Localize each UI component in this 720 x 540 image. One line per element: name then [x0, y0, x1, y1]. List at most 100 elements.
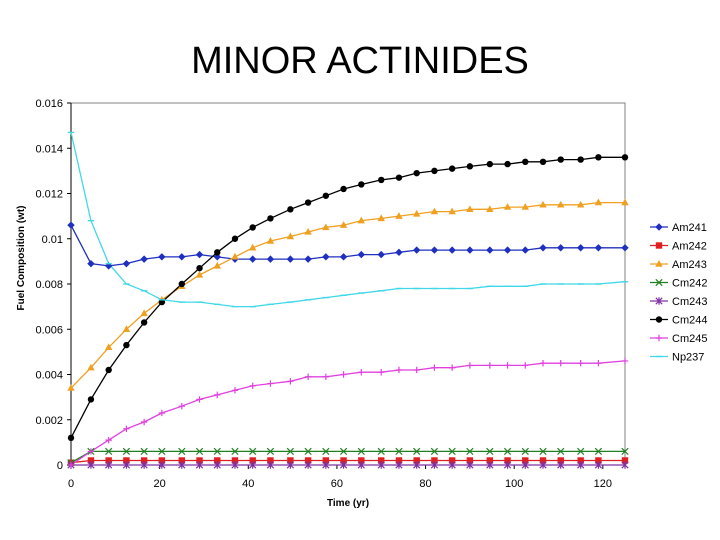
- cm242-point: [448, 447, 456, 456]
- cm243-point: [286, 461, 295, 469]
- cm245-point: [431, 364, 438, 371]
- cm244-point: [378, 176, 385, 184]
- am242-point: [140, 457, 148, 464]
- cm243-point: [377, 461, 385, 469]
- am241-point: [486, 246, 494, 254]
- cm245-point: [358, 369, 365, 376]
- am243-point: [557, 200, 565, 208]
- cm243-point: [178, 461, 186, 469]
- am242-point: [267, 457, 274, 464]
- cm244-point: [621, 154, 629, 161]
- am241-point: [213, 253, 221, 261]
- cm245-point: [178, 402, 185, 410]
- am242-point: [378, 457, 385, 464]
- am242-point: [522, 457, 529, 464]
- cm242-point: [140, 447, 148, 456]
- am243-point: [521, 203, 529, 210]
- am242-point: [322, 457, 330, 464]
- cm244-point: [287, 206, 294, 213]
- cm244-point: [87, 396, 95, 403]
- cm242-point: [266, 447, 275, 456]
- am242-point: [249, 457, 256, 464]
- legend-am243-point: [655, 260, 663, 267]
- cm245-point: [67, 461, 75, 469]
- cm244-point: [431, 167, 438, 175]
- am241-point: [377, 250, 385, 259]
- cm245-point: [140, 418, 148, 426]
- cm244-point: [322, 192, 330, 199]
- am242-point: [196, 457, 203, 464]
- am243-point: [448, 207, 456, 215]
- am243-point: [395, 212, 403, 219]
- cm244-point: [486, 160, 494, 168]
- am241-point: [521, 246, 529, 254]
- am241-point: [557, 244, 565, 252]
- cm244-point: [231, 235, 239, 242]
- am243-point: [621, 198, 629, 206]
- cm242-point: [521, 447, 529, 456]
- am241-point: [178, 253, 186, 261]
- legend-label-np237: Np237: [672, 352, 704, 364]
- cm244-point: [466, 163, 474, 170]
- am243-point: [286, 232, 295, 240]
- am243-point: [430, 207, 439, 215]
- cm244-point: [304, 199, 312, 206]
- cm245-point: [87, 448, 95, 455]
- legend-am242-point: [655, 242, 663, 249]
- cm245-point: [395, 366, 403, 374]
- cm244-point: [214, 249, 221, 256]
- am241-point: [87, 259, 95, 268]
- am243-point: [266, 237, 275, 244]
- am241-point: [539, 244, 547, 252]
- am242-point: [178, 457, 185, 464]
- legend-label-cm243: Cm243: [672, 296, 707, 308]
- am241-point: [304, 255, 312, 263]
- cm244-point: [448, 165, 456, 172]
- am242-point: [504, 457, 511, 464]
- cm242-point: [621, 447, 629, 456]
- cm243-point: [140, 461, 148, 469]
- cm244-point: [267, 215, 274, 222]
- cm242-point: [395, 447, 403, 456]
- am243-point: [322, 223, 330, 231]
- cm245-point: [448, 364, 456, 371]
- am243-point: [357, 216, 365, 224]
- cm242-point: [357, 447, 365, 456]
- cm244-point: [577, 156, 584, 163]
- am241-point: [322, 253, 330, 261]
- am243-point: [412, 209, 421, 217]
- y-tick-label: 0.012: [35, 189, 63, 201]
- legend-cm243-point: [655, 297, 663, 305]
- cm242-point: [213, 447, 221, 456]
- am242-point: [539, 457, 547, 464]
- cm243-point: [430, 461, 439, 469]
- cm245-point: [413, 366, 420, 374]
- slide-title: MINOR ACTINIDES: [191, 40, 529, 82]
- am242-point: [340, 457, 347, 464]
- cm244-point: [340, 185, 347, 193]
- cm245-point: [595, 359, 602, 367]
- cm244-point: [123, 341, 130, 349]
- cm243-point: [413, 461, 421, 469]
- cm243-point: [249, 461, 257, 469]
- am242-point: [595, 457, 602, 464]
- cm242-point: [286, 447, 295, 456]
- cm243-point: [486, 461, 494, 469]
- am241-point: [266, 255, 275, 263]
- y-tick-label: 0.016: [35, 98, 63, 110]
- am242-point: [577, 457, 584, 464]
- am243-point: [213, 261, 221, 269]
- am241-point: [503, 246, 512, 254]
- cm243-point: [395, 461, 403, 469]
- am241-point: [195, 250, 204, 259]
- am241-point: [357, 250, 365, 259]
- cm243-point: [195, 461, 204, 469]
- x-tick-label: 100: [505, 478, 523, 490]
- am243-point: [503, 203, 512, 210]
- am242-point: [158, 457, 166, 464]
- legend-cm242-point: [655, 278, 663, 287]
- am243-point: [466, 205, 474, 213]
- x-tick-label: 0: [68, 478, 74, 490]
- am242-point: [413, 457, 420, 464]
- legend-label-am242: Am242: [672, 241, 707, 253]
